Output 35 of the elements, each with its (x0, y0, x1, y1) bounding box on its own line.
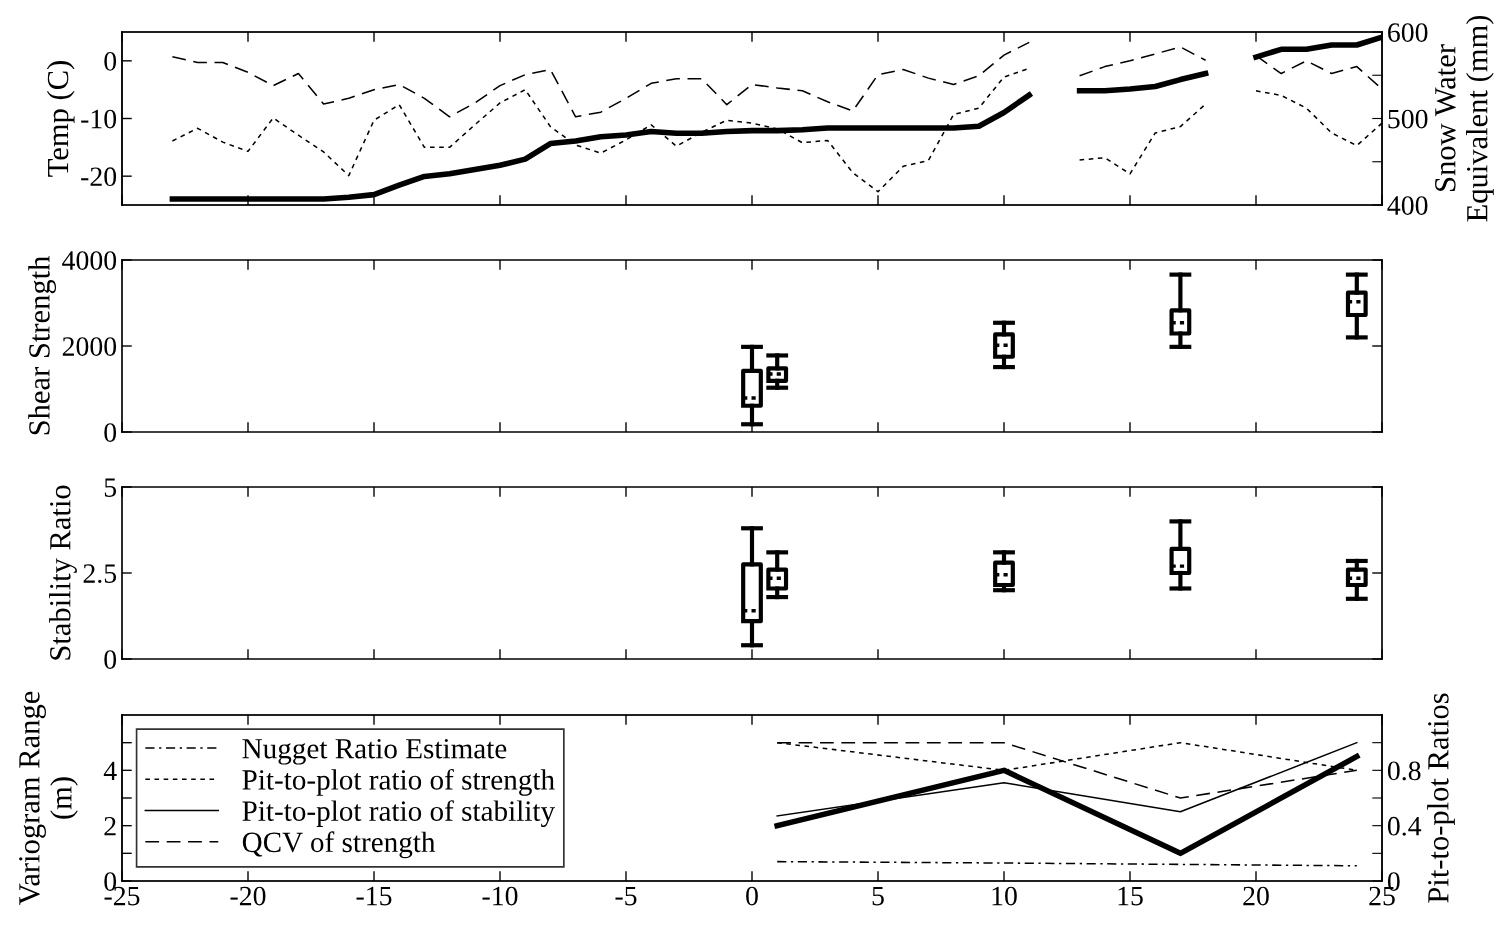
y-axis-title: Variogram Range (m) (19, 691, 78, 905)
y-tick-label: -10 (81, 109, 117, 129)
x-tick-label: -5 (615, 886, 637, 906)
x-tick-label: 10 (992, 886, 1017, 906)
legend-label: Pit-to-plot ratio of stability (242, 800, 555, 827)
y-tick-label: 0 (104, 52, 117, 71)
y-tick-label: 4000 (62, 251, 117, 270)
y-axis-title: Temp (C) (46, 61, 75, 177)
y-tick-label: 0 (104, 650, 117, 669)
x-tick-label: 5 (872, 886, 884, 906)
x-tick-label: 20 (1243, 886, 1269, 906)
y-tick-label: 2 (104, 816, 116, 836)
legend-label: Pit-to-plot ratio of strength (242, 768, 555, 796)
y2-tick-label: 0.4 (1387, 816, 1422, 836)
legend-label: Nugget Ratio Estimate (242, 738, 507, 765)
x-tick-label: 15 (1118, 886, 1143, 906)
x-tick-label: -20 (230, 886, 266, 906)
y-tick-label: 5 (104, 478, 117, 497)
y-tick-label: 2000 (62, 337, 117, 356)
y-axis-title: Stability Ratio (49, 485, 77, 660)
y-tick-label: 2.5 (83, 564, 117, 584)
y-tick-label: 4 (103, 761, 117, 780)
y-tick-label: -20 (81, 167, 117, 187)
y2-tick-label: 400 (1387, 196, 1428, 215)
y2-tick-label: 600 (1388, 23, 1428, 42)
y2-tick-label: 0.8 (1387, 761, 1421, 781)
x-tick-label: 0 (746, 886, 758, 906)
y2-axis-title: Pit-to-plot Ratios (1427, 693, 1455, 903)
y-axis-title: Shear Strength (28, 256, 57, 435)
y-tick-label: 0 (104, 423, 117, 442)
y2-tick-label: 500 (1388, 109, 1428, 129)
x-tick-label: -15 (356, 886, 392, 906)
y2-axis-title: Snow Water Equivalent (mm) (1435, 15, 1494, 222)
x-tick-label: -10 (482, 886, 518, 906)
legend-label: QCV of strength (242, 831, 436, 859)
